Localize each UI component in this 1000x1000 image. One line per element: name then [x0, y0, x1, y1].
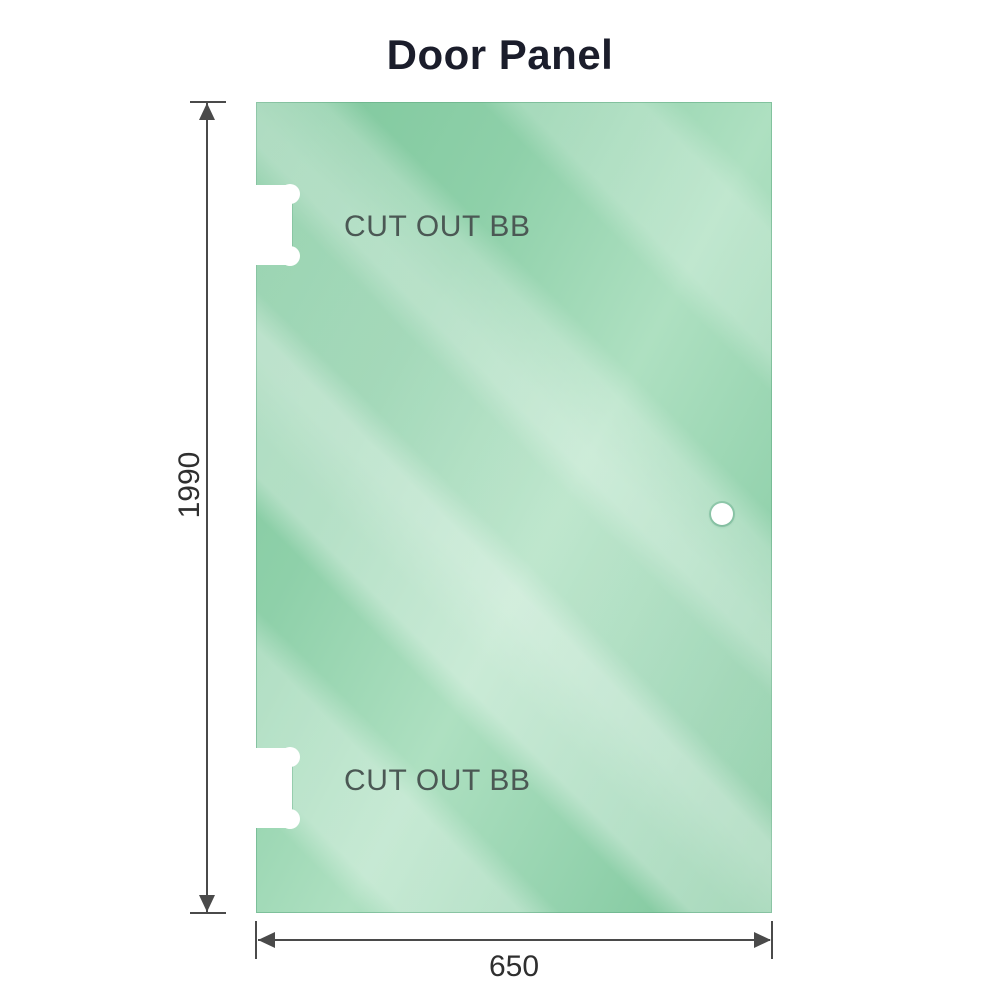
width-dimension-right-tick	[771, 921, 773, 959]
cutout-upper	[254, 184, 300, 266]
handle-hole	[711, 503, 733, 525]
arrow-left-icon	[258, 932, 275, 948]
width-dimension-label: 650	[488, 950, 540, 983]
glass-door-panel: CUT OUT BB CUT OUT BB	[254, 102, 772, 913]
cutout-lobe-bottom	[280, 246, 300, 266]
cutout-label-lower: CUT OUT BB	[344, 764, 531, 797]
cutout-lower	[254, 747, 300, 829]
width-dimension-left-tick	[255, 921, 257, 959]
height-dimension-bottom-tick	[190, 912, 226, 914]
cutout-lobe-top	[280, 184, 300, 204]
height-dimension-top-tick	[190, 101, 226, 103]
cutout-lobe-top	[280, 747, 300, 767]
height-dimension-line	[206, 103, 208, 912]
width-dimension-line	[258, 939, 770, 941]
arrow-right-icon	[754, 932, 771, 948]
arrow-up-icon	[199, 103, 215, 120]
glass-surface	[256, 102, 772, 913]
height-dimension-label: 1990	[173, 451, 206, 519]
cutout-lobe-bottom	[280, 809, 300, 829]
cutout-label-upper: CUT OUT BB	[344, 210, 531, 243]
page-title: Door Panel	[386, 31, 614, 78]
arrow-down-icon	[199, 895, 215, 912]
